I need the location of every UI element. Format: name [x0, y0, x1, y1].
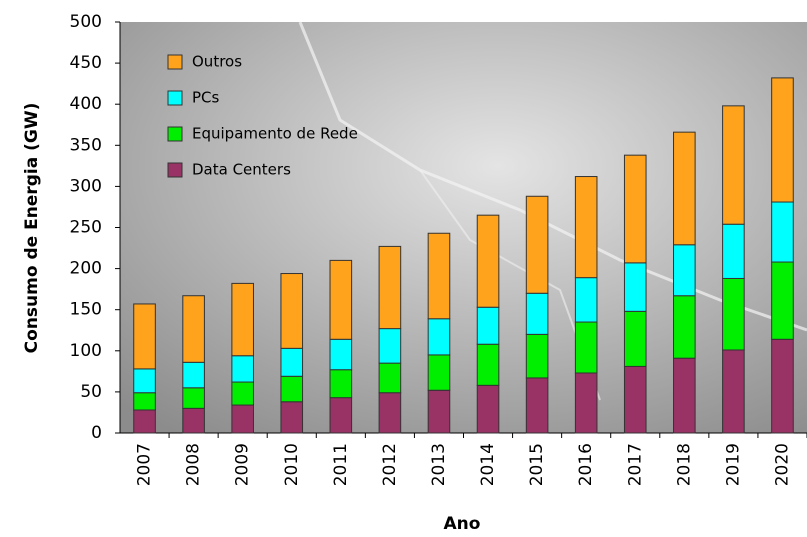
legend-swatch: [168, 91, 182, 105]
y-tick-label: 500: [70, 12, 102, 32]
bar-segment: [134, 369, 156, 393]
x-tick-label: 2011: [331, 443, 351, 486]
bar-segment: [575, 373, 597, 433]
bar-segment: [183, 296, 205, 363]
y-tick-label: 50: [80, 382, 102, 402]
bar-segment: [379, 329, 401, 364]
x-tick-label: 2017: [625, 443, 645, 486]
y-tick-label: 0: [91, 423, 102, 443]
y-tick-label: 200: [70, 259, 102, 279]
bar-segment: [575, 177, 597, 278]
x-tick-label: 2009: [233, 443, 253, 486]
y-axis-title: Consumo de Energia (GW): [22, 103, 42, 354]
bar-segment: [772, 78, 794, 202]
bar-segment: [183, 388, 205, 409]
bar-segment: [134, 304, 156, 369]
bar-segment: [526, 196, 548, 293]
x-tick-label: 2012: [380, 443, 400, 486]
x-tick-label: 2016: [576, 443, 596, 486]
bar-segment: [624, 311, 646, 366]
x-tick-label: 2014: [478, 443, 498, 486]
bar-segment: [674, 245, 696, 296]
bar-segment: [624, 366, 646, 433]
bar-segment: [428, 233, 450, 318]
bar-segment: [281, 274, 303, 349]
bar-segment: [477, 385, 499, 433]
bar-segment: [674, 296, 696, 358]
x-tick-label: 2008: [184, 443, 204, 486]
y-tick-label: 400: [70, 94, 102, 114]
bar-segment: [723, 278, 745, 350]
bar-segment: [624, 263, 646, 311]
x-tick-label: 2013: [429, 443, 449, 486]
y-tick-label: 100: [70, 341, 102, 361]
bar-segment: [526, 293, 548, 334]
bar-segment: [575, 278, 597, 322]
bar-segment: [281, 376, 303, 401]
bar-segment: [772, 202, 794, 262]
x-tick-label: 2019: [723, 443, 743, 486]
y-tick-label: 450: [70, 53, 102, 73]
bar-segment: [526, 334, 548, 378]
bar-segment: [575, 322, 597, 373]
bar-segment: [674, 358, 696, 433]
x-tick-label: 2020: [772, 443, 792, 486]
bar-segment: [379, 246, 401, 328]
bar-segment: [183, 362, 205, 387]
bar-segment: [428, 355, 450, 390]
bar-segment: [477, 307, 499, 344]
bar-segment: [772, 262, 794, 339]
bar-segment: [134, 410, 156, 433]
x-tick-label: 2010: [282, 443, 302, 486]
y-tick-label: 300: [70, 176, 102, 196]
bar-segment: [379, 393, 401, 433]
legend-label: PCs: [192, 89, 220, 107]
bar-segment: [477, 344, 499, 385]
y-tick-label: 350: [70, 135, 102, 155]
legend-label: Outros: [192, 53, 242, 71]
bar-segment: [330, 339, 352, 369]
bar-segment: [477, 215, 499, 307]
bar-segment: [526, 378, 548, 433]
bar-segment: [428, 390, 450, 433]
legend-label: Data Centers: [192, 161, 291, 179]
legend-label: Equipamento de Rede: [192, 125, 358, 143]
bar-segment: [183, 408, 205, 433]
bar-segment: [723, 224, 745, 278]
bar-segment: [674, 132, 696, 245]
x-tick-label: 2007: [135, 443, 155, 486]
y-tick-label: 150: [70, 300, 102, 320]
bar-segment: [723, 106, 745, 224]
bar-segment: [232, 356, 254, 382]
bar-segment: [281, 348, 303, 376]
y-tick-label: 250: [70, 218, 102, 238]
x-axis-title: Ano: [444, 514, 481, 534]
bar-segment: [232, 283, 254, 355]
legend-swatch: [168, 163, 182, 177]
chart: Consumo de Energia (GW) Ano 0 50 100 150 200…: [0, 0, 807, 537]
bar-segment: [772, 339, 794, 433]
x-tick-label: 2015: [527, 443, 547, 486]
bar-segment: [330, 260, 352, 339]
legend-swatch: [168, 55, 182, 69]
bar-segment: [281, 402, 303, 433]
bar-segment: [232, 405, 254, 433]
bar-segment: [428, 319, 450, 355]
x-tick-label: 2018: [674, 443, 694, 486]
bar-segment: [134, 393, 156, 410]
bar-segment: [330, 370, 352, 398]
bar-segment: [232, 382, 254, 405]
plot-background: [120, 22, 807, 433]
bar-segment: [379, 363, 401, 393]
bar-segment: [723, 350, 745, 433]
legend-swatch: [168, 127, 182, 141]
bar-segment: [624, 155, 646, 263]
bar-segment: [330, 398, 352, 433]
